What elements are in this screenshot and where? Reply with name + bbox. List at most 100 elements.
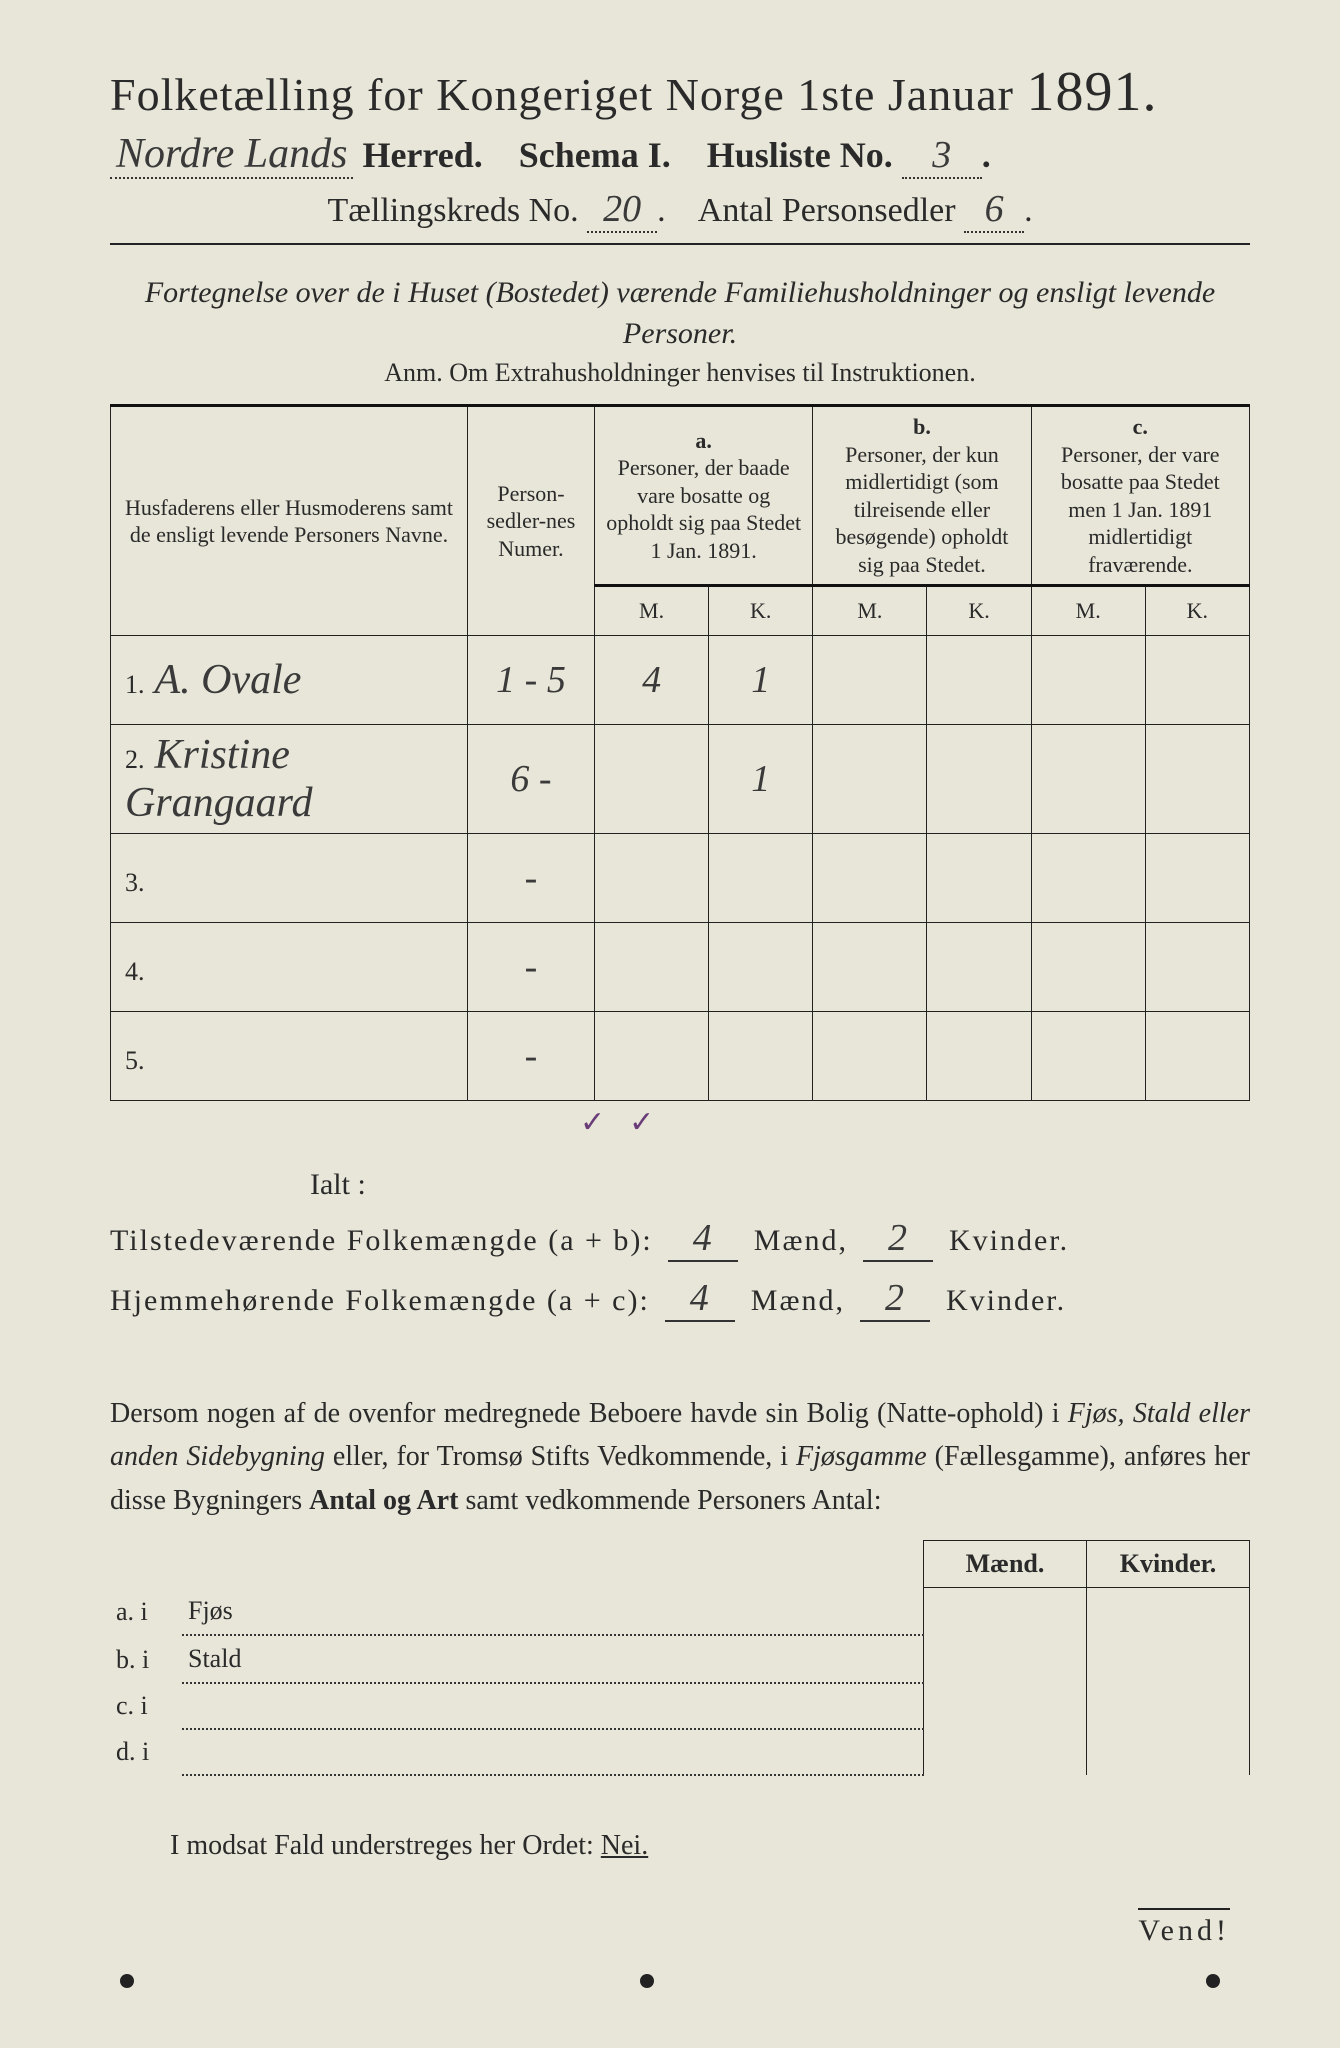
c-k: K. xyxy=(1145,586,1249,636)
side-k xyxy=(1087,1588,1250,1635)
name-cell: 3. xyxy=(111,834,468,923)
ak-cell xyxy=(709,834,813,923)
bm-cell xyxy=(813,636,927,725)
a-k: K. xyxy=(709,586,813,636)
side-m xyxy=(924,1588,1087,1635)
am-cell xyxy=(595,1012,709,1101)
b-k: K. xyxy=(927,586,1031,636)
col-a-header: a. Personer, der baade vare bosatte og o… xyxy=(595,406,813,586)
sum-line-1: Tilstedeværende Folkemængde (a + b): 4 M… xyxy=(110,1216,1250,1262)
census-form-page: Folketælling for Kongeriget Norge 1ste J… xyxy=(0,0,1340,2048)
num-cell: 1 - 5 xyxy=(468,636,595,725)
name-cell: 2.Kristine Grangaard xyxy=(111,725,468,834)
kreds-label: Tællingskreds No. xyxy=(327,192,578,229)
col-name-header: Husfaderens eller Husmoderens samt de en… xyxy=(111,406,468,636)
bk-cell xyxy=(927,923,1031,1012)
nei-word: Nei. xyxy=(601,1830,648,1861)
herred-handwritten: Nordre Lands xyxy=(110,131,353,179)
sum-line-2: Hjemmehørende Folkemængde (a + c): 4 Mæn… xyxy=(110,1276,1250,1322)
a-m: M. xyxy=(595,586,709,636)
title-line: Folketælling for Kongeriget Norge 1ste J… xyxy=(110,60,1250,124)
cm-cell xyxy=(1031,1012,1145,1101)
table-row: 2.Kristine Grangaard6 - 1 xyxy=(111,725,1250,834)
name-cell: 4. xyxy=(111,923,468,1012)
ck-cell xyxy=(1145,923,1249,1012)
pin-icon xyxy=(1206,1974,1220,1988)
ck-cell xyxy=(1145,636,1249,725)
main-table: Husfaderens eller Husmoderens samt de en… xyxy=(110,404,1250,1101)
side-label: Fjøs xyxy=(182,1588,924,1635)
ck-cell xyxy=(1145,725,1249,834)
ck-cell xyxy=(1145,1012,1249,1101)
col-c-header: c. Personer, der vare bosatte paa Stedet… xyxy=(1031,406,1249,586)
ak-cell xyxy=(709,1012,813,1101)
side-m xyxy=(924,1635,1087,1683)
cm-cell xyxy=(1031,923,1145,1012)
bm-cell xyxy=(813,725,927,834)
personsedler-no: 6 xyxy=(964,187,1024,233)
side-k xyxy=(1087,1635,1250,1683)
bk-cell xyxy=(927,636,1031,725)
cm-cell xyxy=(1031,725,1145,834)
title-prefix: Folketælling for Kongeriget Norge 1ste J… xyxy=(110,69,1014,120)
side-letter: a. i xyxy=(110,1588,182,1635)
bm-cell xyxy=(813,834,927,923)
divider xyxy=(110,243,1250,245)
pin-icon xyxy=(640,1974,654,1988)
bm-cell xyxy=(813,1012,927,1101)
side-label xyxy=(182,1683,924,1729)
tick-mark: ✓ xyxy=(629,1106,654,1139)
bk-cell xyxy=(927,725,1031,834)
side-m xyxy=(924,1729,1087,1775)
ialt-label: Ialt : xyxy=(310,1168,1250,1202)
num-cell: - xyxy=(468,923,595,1012)
header-line-3: Tællingskreds No. 20. Antal Personsedler… xyxy=(110,187,1250,233)
header-line-2: Nordre Lands Herred. Schema I. Husliste … xyxy=(110,130,1250,179)
sum2-m: 4 xyxy=(665,1276,735,1322)
ak-cell: 1 xyxy=(709,636,813,725)
ak-cell: 1 xyxy=(709,725,813,834)
num-cell: - xyxy=(468,834,595,923)
num-cell: 6 - xyxy=(468,725,595,834)
col-b-header: b. Personer, der kun midlertidigt (som t… xyxy=(813,406,1031,586)
side-label xyxy=(182,1729,924,1775)
table-row: 5.- xyxy=(111,1012,1250,1101)
bk-cell xyxy=(927,834,1031,923)
side-letter: b. i xyxy=(110,1635,182,1683)
sum1-m: 4 xyxy=(668,1216,738,1262)
husliste-no: 3 xyxy=(902,133,982,179)
side-kvinder-header: Kvinder. xyxy=(1087,1541,1250,1588)
am-cell: 4 xyxy=(595,636,709,725)
name-cell: 1.A. Ovale xyxy=(111,636,468,725)
num-cell: - xyxy=(468,1012,595,1101)
table-row: 3.- xyxy=(111,834,1250,923)
side-label: Stald xyxy=(182,1635,924,1683)
tick-mark: ✓ xyxy=(580,1106,605,1139)
kreds-no: 20 xyxy=(587,187,657,233)
b-m: M. xyxy=(813,586,927,636)
personsedler-label: Antal Personsedler xyxy=(698,192,956,229)
pin-icon xyxy=(120,1974,134,1988)
cm-cell xyxy=(1031,636,1145,725)
ck-cell xyxy=(1145,834,1249,923)
sum1-k: 2 xyxy=(863,1216,933,1262)
side-row: d. i xyxy=(110,1729,1250,1775)
am-cell xyxy=(595,725,709,834)
am-cell xyxy=(595,923,709,1012)
side-row: b. iStald xyxy=(110,1635,1250,1683)
sum2-k: 2 xyxy=(860,1276,930,1322)
bk-cell xyxy=(927,1012,1031,1101)
name-cell: 5. xyxy=(111,1012,468,1101)
side-letter: d. i xyxy=(110,1729,182,1775)
side-table: Mænd. Kvinder. a. iFjøsb. iStaldc. id. i xyxy=(110,1540,1250,1776)
table-row: 1.A. Ovale1 - 541 xyxy=(111,636,1250,725)
title-year: 1891. xyxy=(1026,61,1157,123)
anm-note: Anm. Om Extrahusholdninger henvises til … xyxy=(110,358,1250,388)
tick-row: ✓ ✓ xyxy=(580,1105,1250,1140)
side-letter: c. i xyxy=(110,1683,182,1729)
c-m: M. xyxy=(1031,586,1145,636)
modsat-line: I modsat Fald understreges her Ordet: Ne… xyxy=(170,1830,1250,1862)
col-num-header: Person-sedler-nes Numer. xyxy=(468,406,595,636)
side-k xyxy=(1087,1683,1250,1729)
herred-label: Herred. xyxy=(362,135,482,175)
